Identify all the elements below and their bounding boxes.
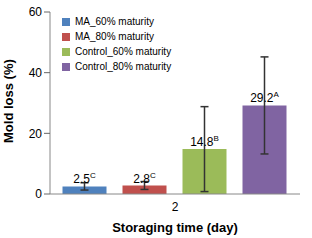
svg-text:29.2A: 29.2A: [250, 90, 279, 105]
svg-text:2.8C: 2.8C: [133, 171, 156, 186]
html-text:MA_80% maturity: MA_80% maturity: [75, 31, 154, 42]
svg-text:0: 0: [35, 187, 42, 201]
svg-text:2.5C: 2.5C: [73, 171, 96, 186]
svg-text:14.8B: 14.8B: [190, 134, 219, 149]
html-text:Control_60% maturity: Control_60% maturity: [75, 46, 172, 57]
svg-text:60: 60: [29, 5, 43, 19]
svg-text:Storaging time (day): Storaging time (day): [112, 220, 238, 235]
svg-text:2: 2: [172, 200, 179, 214]
html-text:Control_80% maturity: Control_80% maturity: [75, 61, 172, 72]
svg-text:40: 40: [29, 66, 43, 80]
svg-text:20: 20: [29, 127, 43, 141]
svg-text:Mold loss (%): Mold loss (%): [8, 59, 16, 143]
html-text:MA_60% maturity: MA_60% maturity: [75, 16, 154, 27]
